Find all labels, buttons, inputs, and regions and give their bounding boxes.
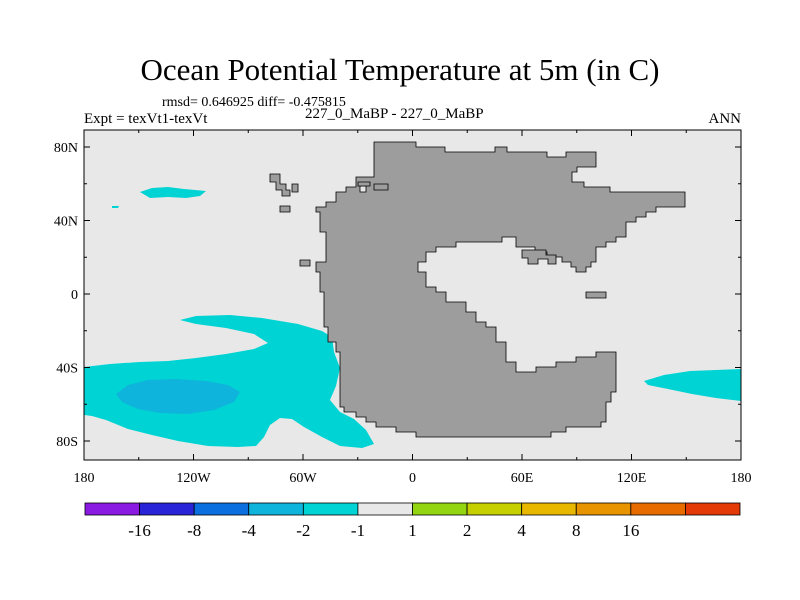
map-panel <box>83 129 742 461</box>
colorbar-label: 4 <box>517 521 526 540</box>
lat-tick-label: 0 <box>71 288 78 303</box>
colorbar-bin <box>193 502 250 516</box>
island-coast <box>299 259 311 267</box>
land-mass <box>269 141 686 438</box>
lat-tick-label: 40N <box>54 215 78 230</box>
colorbar-label: 2 <box>463 521 472 540</box>
stats-label: rmsd= 0.646925 diff= -0.475815 <box>162 95 346 110</box>
colorbar-bin <box>139 502 195 516</box>
colorbar-bin <box>84 502 140 516</box>
lon-tick-label: 180 <box>74 471 95 486</box>
anomaly-patch-small <box>112 206 119 208</box>
plot-title: Ocean Potential Temperature at 5m (in C) <box>140 52 660 87</box>
lon-tick-label: 120W <box>176 471 211 486</box>
colorbar: -16 -8 -4 -2 -1 1 2 4 8 16 <box>84 502 741 540</box>
anomaly-patch-south-atlantic <box>644 369 741 401</box>
colorbar-bin <box>575 502 632 516</box>
island-north-1 <box>357 181 371 187</box>
lat-tick-label: 40S <box>56 362 78 377</box>
colorbar-label: 8 <box>572 521 581 540</box>
lon-tick-label: 180 <box>731 471 752 486</box>
lon-tick-label: 60W <box>289 471 317 486</box>
colorbar-label: -8 <box>187 521 201 540</box>
lon-tick-label: 0 <box>409 471 416 486</box>
colorbar-bin <box>521 502 577 516</box>
colorbar-bin <box>248 502 304 516</box>
colorbar-label: 1 <box>408 521 417 540</box>
inland-basin-cutout <box>359 185 367 193</box>
island-equatorial <box>585 291 607 299</box>
lat-tick-label: 80S <box>56 435 78 450</box>
case-label: 227_0_MaBP - 227_0_MaBP <box>305 106 484 122</box>
colorbar-bin <box>412 502 468 516</box>
colorbar-bin <box>685 502 741 516</box>
island-west-2 <box>291 183 299 193</box>
island-north-2 <box>373 183 389 191</box>
island-west-3 <box>279 205 291 213</box>
island-west-1 <box>269 173 291 197</box>
supercontinent <box>315 141 686 438</box>
anomaly-patch-south-pacific <box>84 315 374 448</box>
colorbar-bin <box>302 502 359 516</box>
colorbar-label: -1 <box>351 521 365 540</box>
colorbar-bin <box>466 502 523 516</box>
latitude-axis: 80N 40N 0 40S 80S <box>54 141 741 450</box>
colorbar-bin <box>357 502 413 516</box>
anomaly-core-south-pacific <box>116 379 240 414</box>
lon-tick-label: 60E <box>511 471 534 486</box>
colorbar-bin <box>630 502 686 516</box>
colorbar-label: -16 <box>128 521 151 540</box>
season-label: ANN <box>708 111 742 127</box>
colorbar-label: -2 <box>296 521 310 540</box>
longitude-axis: 180 120W 60W 0 60E 120E 180 <box>74 130 752 486</box>
island-tethys <box>521 249 557 265</box>
colorbar-label: 16 <box>622 521 639 540</box>
anomaly-patch-north-pacific <box>140 187 206 198</box>
experiment-label: Expt = texVt1-texVt <box>84 111 208 127</box>
colorbar-label: -4 <box>242 521 257 540</box>
lat-tick-label: 80N <box>54 141 78 156</box>
anomaly-region-light <box>84 187 741 448</box>
anomaly-region-mid <box>116 379 240 414</box>
lon-tick-label: 120E <box>617 471 647 486</box>
